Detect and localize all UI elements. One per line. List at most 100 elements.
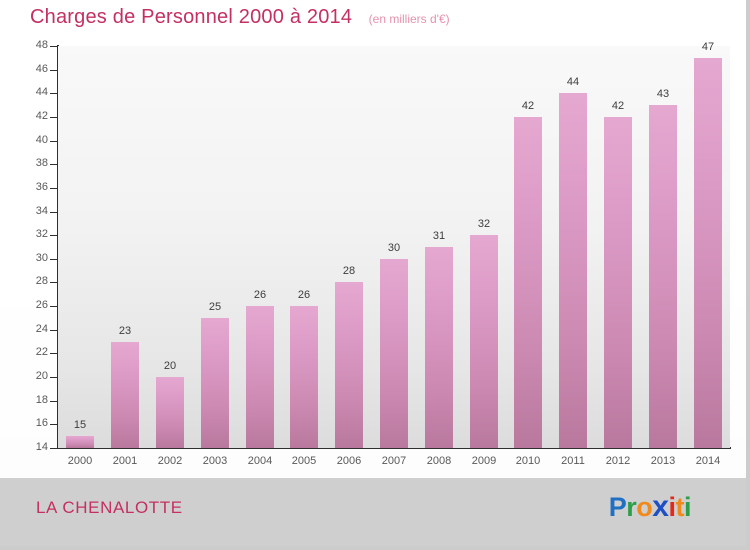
x-axis-tick-label: 2012 [605,455,631,467]
bar[interactable] [514,116,542,448]
y-axis-tick [50,235,57,237]
bar[interactable] [246,306,274,448]
bar[interactable] [559,93,587,448]
y-axis-tick [50,424,57,426]
y-axis-tick [50,282,57,284]
bar[interactable] [66,436,94,448]
y-axis-tick [50,46,57,47]
bar-group[interactable]: 26 2004 [246,0,274,467]
bar[interactable] [201,317,229,448]
y-axis-tick [50,353,57,355]
y-axis-tick [50,93,57,95]
y-axis-tick-label-wrap: 32 [0,228,48,240]
commune-name: LA CHENALOTTE [36,498,183,517]
y-axis-tick-label: 36 [35,180,48,193]
logo-letter-r: r [626,492,637,522]
y-axis-tick [50,306,57,308]
y-axis-tick-label-wrap: 40 [0,134,48,146]
bar-value-label: 42 [611,99,625,112]
bar-group[interactable]: 43 2013 [649,0,677,467]
y-axis-tick [50,211,57,213]
bar[interactable] [111,341,139,448]
bar-group[interactable]: 26 2005 [290,0,318,467]
logo-letter-i-1: i [668,492,676,522]
bar[interactable] [604,116,632,448]
y-axis-tick-label: 38 [35,157,48,170]
y-axis-tick-label-wrap: 36 [0,181,48,193]
y-axis-tick-label: 40 [35,133,48,146]
bar[interactable] [694,57,722,448]
y-axis-tick-label: 18 [35,393,48,406]
x-axis-tick-label: 2011 [561,455,585,467]
y-axis-tick-label: 22 [35,346,48,359]
bar-group[interactable]: 31 2008 [425,0,453,467]
y-axis-tick-label-wrap: 34 [0,205,48,217]
bar-group[interactable]: 28 2006 [335,0,363,467]
bar-group[interactable]: 15 2000 [66,0,94,467]
bar-value-label: 42 [521,99,535,112]
y-axis-tick [50,258,57,260]
x-axis-tick-label: 2003 [202,455,228,467]
chart-card: Charges de Personnel 2000 à 2014 (en mil… [0,0,746,478]
bar-group[interactable]: 47 2014 [694,0,722,467]
y-axis-tick-label-wrap: 22 [0,346,48,358]
y-axis-tick-label: 46 [35,62,48,75]
x-axis-tick-label: 2010 [515,455,541,467]
bar-value-label: 47 [701,40,715,53]
bar[interactable] [380,258,408,448]
bar[interactable] [649,105,677,448]
y-axis-tick-label: 24 [35,322,48,335]
bar[interactable] [156,377,184,448]
bar-group[interactable]: 23 2001 [111,0,139,467]
bar-group[interactable]: 42 2010 [514,0,542,467]
y-axis-tick [50,164,57,166]
bar[interactable] [290,306,318,448]
bar-group[interactable]: 32 2009 [470,0,498,467]
y-axis-tick-label: 42 [35,109,48,122]
y-axis-tick [50,377,57,379]
bar-value-label: 30 [387,241,401,254]
y-axis-tick-label-wrap: 30 [0,252,48,264]
x-axis-tick-label: 2004 [247,455,273,467]
bar-group[interactable]: 25 2003 [201,0,229,467]
proxiti-logo[interactable]: Proxiti [609,490,692,524]
bar-value-label: 31 [432,230,446,242]
logo-letter-i-2: i [683,492,692,522]
y-axis-tick [50,140,57,142]
y-axis-tick-label-wrap: 28 [0,275,48,287]
bar-group[interactable]: 44 2011 [559,0,587,467]
bar-value-label: 32 [477,218,491,231]
y-axis-tick [50,116,57,118]
y-axis-tick [50,400,57,402]
y-axis-tick-label: 14 [35,441,48,453]
bar-value-label: 25 [208,300,222,313]
bar-value-label: 44 [566,76,580,89]
bar-group[interactable]: 42 2012 [604,0,632,467]
bar[interactable] [470,235,498,448]
y-axis-tick-label-wrap: 20 [0,370,48,382]
bar-group[interactable]: 30 2007 [380,0,408,467]
x-axis-tick-label: 2000 [67,455,93,467]
logo-letter-t: t [675,492,684,522]
y-axis-tick-label-wrap: 18 [0,394,48,406]
bar-group[interactable]: 20 2002 [156,0,184,467]
x-axis-tick-label: 2007 [381,455,407,467]
y-axis-tick-label-wrap: 44 [0,86,48,98]
y-axis-tick-label-wrap: 48 [0,39,48,51]
bar[interactable] [425,247,453,448]
bar[interactable] [335,282,363,448]
bar-value-label: 28 [342,265,356,278]
y-axis-tick-label: 26 [35,299,48,312]
x-axis-tick-label: 2014 [695,455,721,467]
bar-value-label: 26 [253,289,267,302]
x-axis-tick-label: 2013 [650,455,676,467]
y-axis-tick [50,187,57,189]
bar-value-label: 26 [297,289,311,302]
page-title: Charges de Personnel 2000 à 2014 [30,6,353,28]
y-axis-tick-label: 16 [35,417,48,430]
footer-bar: LA CHENALOTTE Proxiti [0,478,746,546]
y-axis-tick-label: 28 [35,275,48,288]
bar-value-label: 23 [118,324,132,337]
y-axis-tick-label: 30 [35,251,48,264]
